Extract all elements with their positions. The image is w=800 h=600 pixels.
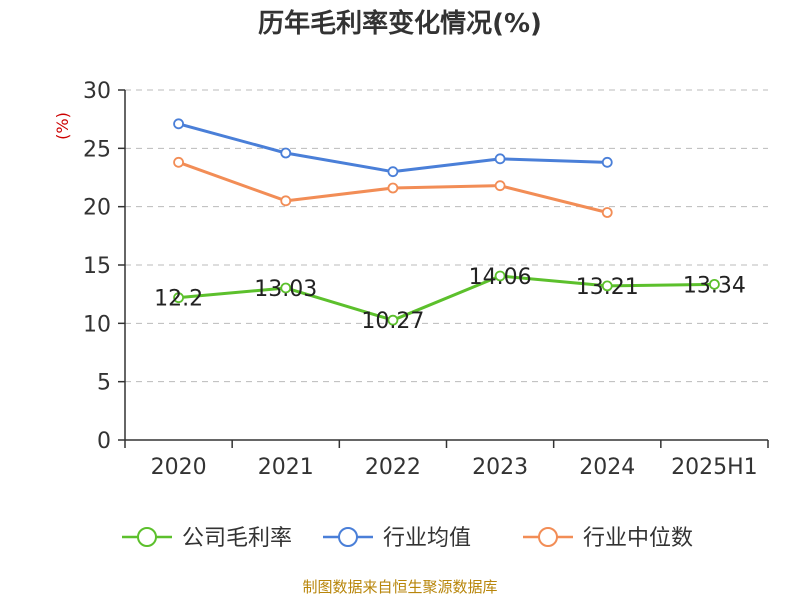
legend-item[interactable]: 行业均值 xyxy=(323,526,471,551)
data-point[interactable] xyxy=(494,153,506,165)
legend[interactable]: 公司毛利率 行业均值 行业中位数 xyxy=(122,526,693,551)
x-tick-label: 2022 xyxy=(365,455,421,480)
y-axis-unit: (%) xyxy=(53,112,72,140)
legend-item[interactable]: 行业中位数 xyxy=(523,526,693,551)
x-tick-label: 2020 xyxy=(151,455,207,480)
x-tick-label: 2021 xyxy=(258,455,314,480)
series xyxy=(173,118,720,326)
y-tick-label: 15 xyxy=(83,254,111,279)
y-tick-label: 5 xyxy=(97,371,111,396)
legend-item[interactable]: 公司毛利率 xyxy=(122,526,292,551)
series-line xyxy=(178,122,608,174)
data-point[interactable] xyxy=(173,292,184,304)
x-tick-label: 2024 xyxy=(579,455,635,480)
legend-marker xyxy=(338,527,358,547)
grid xyxy=(125,89,768,383)
data-point[interactable] xyxy=(387,166,399,178)
data-point[interactable] xyxy=(173,156,184,168)
data-point[interactable] xyxy=(280,282,292,294)
legend-marker xyxy=(538,527,558,547)
x-tick-label: 2023 xyxy=(472,455,528,480)
legend-label: 行业中位数 xyxy=(583,526,693,551)
data-label: 12.2 xyxy=(154,287,203,312)
data-point[interactable] xyxy=(709,278,720,290)
legend-marker xyxy=(137,527,157,547)
data-label: 13.21 xyxy=(576,275,639,300)
legend-label: 公司毛利率 xyxy=(182,526,292,551)
y-tick-label: 25 xyxy=(83,137,111,162)
data-point[interactable] xyxy=(387,182,399,194)
data-labels: 12.2 13.03 10.27 14.06 13.21 13.34 xyxy=(154,265,746,334)
chart-title: 历年毛利率变化情况(%) xyxy=(258,8,542,39)
data-label: 13.03 xyxy=(254,277,317,302)
series-line xyxy=(178,274,715,322)
y-tick-label: 30 xyxy=(83,79,111,104)
data-point[interactable] xyxy=(601,280,613,292)
data-point[interactable] xyxy=(601,207,613,218)
y-tick-label: 20 xyxy=(83,196,111,221)
data-label: 10.27 xyxy=(361,309,424,334)
data-point[interactable] xyxy=(494,270,506,282)
data-point[interactable] xyxy=(280,147,292,159)
data-point[interactable] xyxy=(280,195,292,207)
data-point[interactable] xyxy=(387,314,399,326)
x-tick-label: 2025H1 xyxy=(671,455,758,480)
data-label: 14.06 xyxy=(469,265,532,290)
axes: 0 5 10 15 20 25 30 2020 2021 2022 2023 2024 2025H1 xyxy=(83,79,769,480)
data-point[interactable] xyxy=(494,180,506,192)
data-point[interactable] xyxy=(601,156,613,168)
legend-label: 行业均值 xyxy=(383,526,471,551)
y-tick-label: 10 xyxy=(83,312,111,337)
data-point[interactable] xyxy=(173,118,184,130)
source-note: 制图数据来自恒生聚源数据库 xyxy=(302,578,497,596)
y-tick-label: 0 xyxy=(97,429,111,454)
data-label: 13.34 xyxy=(683,273,746,298)
